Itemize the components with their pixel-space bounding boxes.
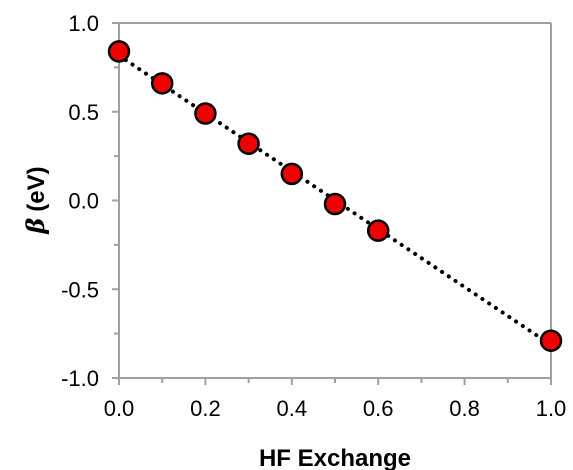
data-point	[237, 132, 260, 155]
x-ticks	[118, 378, 552, 385]
x-tick-label: 0.0	[104, 396, 135, 421]
x-axis-title: HF Exchange	[259, 445, 411, 470]
data-point	[539, 329, 563, 352]
data-point	[194, 102, 217, 125]
data-points	[107, 40, 563, 352]
x-tick-label: 0.4	[277, 396, 308, 421]
x-tick-label: 0.8	[449, 396, 480, 421]
y-tick-label: 0.5	[68, 100, 99, 125]
y-tick-label: -1.0	[61, 366, 99, 391]
x-tick-label: 0.6	[363, 396, 394, 421]
y-tick-label: -0.5	[61, 277, 99, 302]
data-point	[366, 219, 390, 242]
x-tick-label: 0.2	[190, 396, 221, 421]
y-ticks	[112, 22, 119, 379]
y-axis-unit: (eV)	[23, 166, 50, 211]
data-point	[323, 192, 347, 216]
x-tick-labels: 0.0 0.2 0.4 0.6 0.8 1.0	[104, 396, 567, 421]
data-point	[107, 40, 131, 63]
data-point	[280, 162, 304, 186]
y-axis-symbol: β	[21, 218, 50, 235]
y-tick-label: 0.0	[68, 189, 99, 214]
y-tick-labels: -1.0 -0.5 0.0 0.5 1.0	[61, 11, 99, 391]
data-point	[150, 72, 174, 95]
y-tick-label: 1.0	[68, 11, 99, 36]
y-axis-title: β (eV)	[21, 166, 50, 234]
x-tick-label: 1.0	[536, 396, 567, 421]
